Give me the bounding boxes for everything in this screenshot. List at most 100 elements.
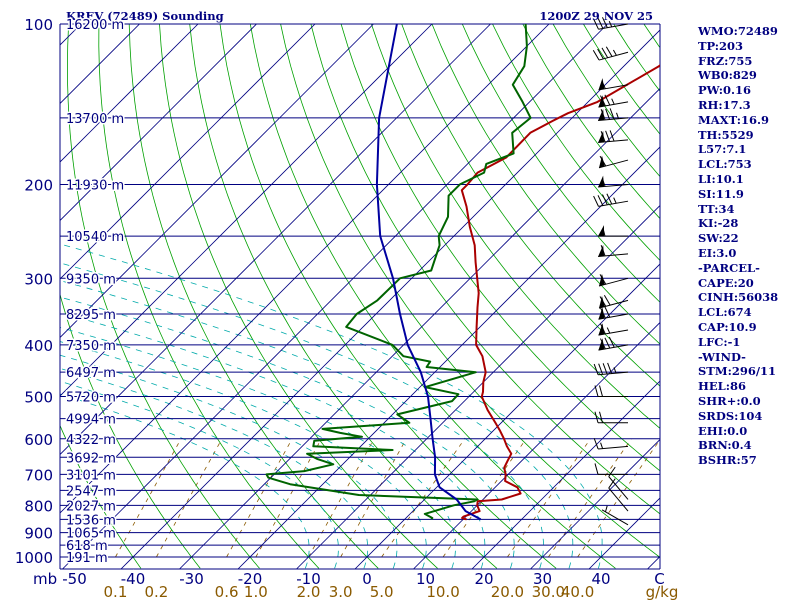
series-line-parcel [375,24,482,521]
wind-barb [594,463,628,475]
mixing-ratio-label: 40.0 [561,583,594,600]
mixing-ratio-line [507,438,591,558]
wind-barb-half-feather [606,327,611,334]
wind-barb-feather [599,155,607,167]
dry-adiabat-line [340,24,660,472]
dry-adiabat-line [60,424,142,569]
index-value: STM:296/11 [698,364,777,379]
wind-barb-staff [608,476,629,500]
wind-barb [598,306,629,320]
wind-barb [601,505,629,526]
mixing-ratio-unit-label: g/kg [646,583,679,600]
index-value: HEL:86 [698,379,746,394]
dry-adiabat-line [159,24,438,569]
index-value: BSHR:57 [698,453,757,468]
dry-adiabat-line [249,24,616,569]
wind-barb [593,362,629,376]
indices-panel: WMO:72489 TP:203 FRZ:755 WB0:829 PW:0.16 RH:1… [698,24,798,468]
index-value: FRZ:755 [698,53,753,68]
chart-title: KREV (72489) Sounding [66,9,224,23]
wind-barb-staff [598,51,629,61]
height-label: 7350 m [66,339,116,354]
grid-lines [60,24,660,569]
isotherm-line [412,321,660,569]
index-value: LI:10.1 [698,171,744,186]
index-value: LFC:-1 [698,334,741,349]
wind-barb-half-feather [608,21,613,28]
isotherm-line [354,263,660,569]
wind-barb-feather [593,438,599,450]
wind-barb-feather [600,131,606,143]
index-value: -PARCEL- [698,260,760,275]
wind-barb-feather [602,194,608,206]
temperature-tick-label: 30 [533,570,552,588]
wind-barb-half-feather [613,197,617,204]
dry-adiabat-line [492,24,660,262]
wind-barb-feather [609,130,615,142]
wind-barb [608,478,629,512]
wind-barb-staff [601,509,629,526]
index-value: SW:22 [698,231,739,246]
pressure-unit-label: mb [33,570,57,588]
mixing-ratio-label: 0.6 [215,583,239,600]
wind-barb-flag [598,338,605,351]
height-label: 3692 m [66,451,116,466]
wind-barb-half-feather [611,98,615,105]
wind-barb [598,78,629,91]
index-value: PW:0.16 [698,83,752,98]
text-layer: KREV (72489) Sounding 1200Z 29 NOV 251002… [15,9,679,600]
index-value: EI:3.0 [698,245,737,260]
height-label: 5720 m [66,391,116,406]
wind-barb [594,385,628,398]
wind-barb-staff [598,183,629,188]
wind-barb [598,323,629,336]
wind-barb [598,130,629,144]
isotherm-line [60,24,199,163]
wind-barb-flag [598,225,604,237]
pressure-tick-label: 200 [24,176,53,194]
wind-barb-feather [606,193,613,205]
index-value: L57:7.1 [698,142,747,157]
wind-barb-feather [594,385,599,397]
dry-adiabat-line [461,24,660,303]
isotherm-line [60,24,141,105]
wind-barb [593,193,629,207]
temperature-tick-label: 20 [474,570,493,588]
dry-adiabat-line [128,24,379,569]
wind-barb-feather [602,17,608,28]
height-label: 4994 m [66,413,116,428]
wind-barb-feather [603,295,611,306]
temperature-tick-label: -20 [238,570,263,588]
index-value: SHR+:0.0 [698,393,761,408]
wind-barb [598,225,628,237]
wind-barb-feather [600,95,606,107]
wind-barb-feather [593,18,599,30]
temperature-tick-label: 10 [416,570,435,588]
mixing-ratio-label: 1.0 [244,583,268,600]
moist-adiabat-line [60,280,544,569]
wind-barb-feather [600,245,606,257]
pressure-tick-label: 500 [24,389,53,407]
isotherm-line [120,29,660,569]
pressure-tick-label: 300 [24,270,53,288]
wind-barb-feather [597,17,604,29]
wind-barb [598,155,629,169]
wind-barb-feather [604,94,611,106]
wind-barb [608,466,629,500]
dry-adiabat-line [371,24,660,429]
wind-barb-feather [593,363,599,375]
height-label: 9350 m [66,272,116,287]
dry-adiabat-line [280,24,660,558]
index-value: CAP:10.9 [698,319,757,334]
wind-barb [592,46,629,61]
mixing-ratio-label: 5.0 [370,583,394,600]
wind-barb [598,94,629,108]
series-line-dewpoint [265,24,532,520]
wind-barb-flag [598,95,605,108]
wind-barb-staff [608,487,629,512]
isotherm-line [60,24,316,280]
index-value: SI:11.9 [698,186,744,201]
wind-barb-flag [598,78,605,90]
temperature-tick-label: -40 [121,570,146,588]
isotherm-line [60,24,433,397]
